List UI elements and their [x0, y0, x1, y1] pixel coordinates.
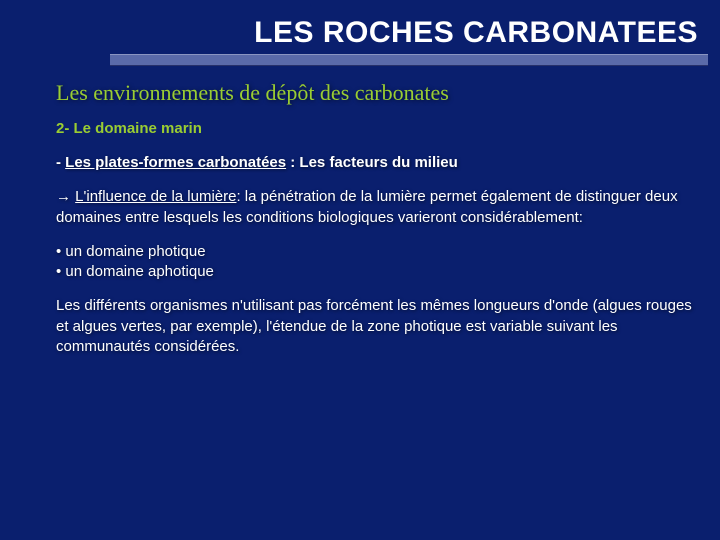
section-heading: 2- Le domaine marin	[56, 120, 692, 137]
slide-content: Les environnements de dépôt des carbonat…	[0, 66, 720, 357]
line-platforms: - Les plates-formes carbonatées : Les fa…	[56, 153, 692, 173]
bullet-item: • un domaine aphotique	[56, 262, 692, 282]
line-light: → L'influence de la lumière: la pénétrat…	[56, 187, 692, 228]
bullet-list: • un domaine photique • un domaine aphot…	[56, 242, 692, 283]
arrow-icon: →	[56, 188, 75, 205]
paragraph-final: Les différents organismes n'utilisant pa…	[56, 296, 692, 357]
subtitle: Les environnements de dépôt des carbonat…	[56, 80, 692, 106]
title-rule-wrap	[0, 54, 720, 66]
title-rule	[110, 54, 708, 66]
slide: LES ROCHES CARBONATEES Les environnement…	[0, 0, 720, 540]
text-underlined: L'influence de la lumière	[75, 188, 236, 205]
text-rest: : Les facteurs du milieu	[286, 154, 458, 171]
text-underlined: Les plates-formes carbonatées	[65, 154, 286, 171]
slide-title: LES ROCHES CARBONATEES	[0, 0, 720, 54]
text-prefix: -	[56, 154, 65, 171]
bullet-item: • un domaine photique	[56, 242, 692, 262]
